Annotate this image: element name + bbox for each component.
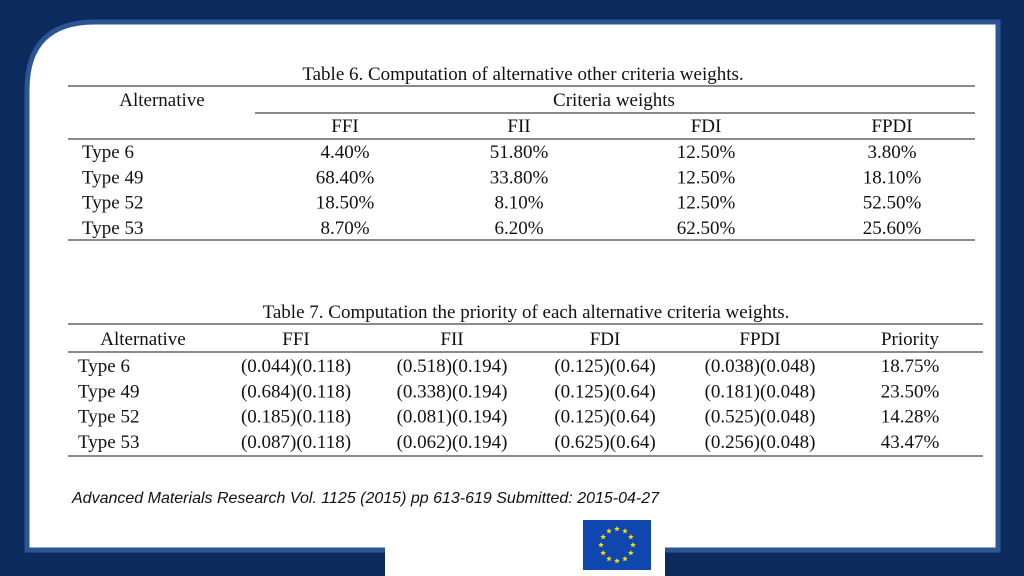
table-cell: 12.50% <box>677 193 736 214</box>
table-title: Table 7. Computation the priority of eac… <box>263 302 790 323</box>
table-cell: 18.10% <box>863 167 922 188</box>
table-cell: (0.185)(0.118) <box>241 407 351 428</box>
table-cell: (0.125)(0.64) <box>554 381 655 402</box>
table-cell: 43.47% <box>881 432 940 453</box>
table-cell: 14.28% <box>881 407 940 428</box>
flag-star <box>600 534 606 540</box>
table-cell: (0.525)(0.048) <box>705 407 816 428</box>
flag-star <box>614 558 620 564</box>
header-cell: FFI <box>282 329 309 350</box>
panel <box>24 19 1001 553</box>
table-cell: 52.50% <box>863 193 922 214</box>
flag-star <box>622 555 628 562</box>
row-label: Type 49 <box>78 381 139 402</box>
table-cell: 8.10% <box>494 193 543 214</box>
flag-star <box>600 550 606 556</box>
table-cell: 23.50% <box>881 381 940 402</box>
header-cell: Alternative <box>119 90 204 111</box>
table-cell: (0.087)(0.118) <box>241 432 351 453</box>
table-cell: 18.50% <box>316 193 375 214</box>
flag-star <box>598 542 604 548</box>
table-cell: (0.044)(0.118) <box>241 356 351 377</box>
table-cell: 12.50% <box>677 167 736 188</box>
header-cell: Priority <box>881 329 940 350</box>
table-cell: (0.081)(0.194) <box>397 407 508 428</box>
table-cell: (0.181)(0.048) <box>705 381 816 402</box>
row-label: Type 49 <box>82 167 143 188</box>
header-cell: Criteria weights <box>553 90 675 111</box>
flag-star <box>606 528 612 534</box>
table-cell: (0.684)(0.118) <box>241 381 351 402</box>
flag-stars <box>598 526 636 564</box>
table-cell: (0.625)(0.64) <box>554 432 655 453</box>
table-cell: 12.50% <box>677 142 736 163</box>
header-cell: FPDI <box>871 116 912 137</box>
row-label: Type 53 <box>78 432 139 453</box>
flag-star <box>628 550 634 556</box>
table-cell: 33.80% <box>490 167 549 188</box>
table-cell: 3.80% <box>867 142 916 163</box>
table-cell: (0.125)(0.64) <box>554 407 655 428</box>
table-cell: (0.062)(0.194) <box>397 432 508 453</box>
table-cell: 25.60% <box>863 218 922 239</box>
table-cell: 51.80% <box>490 142 549 163</box>
row-label: Type 6 <box>78 356 130 377</box>
flag-star <box>606 555 612 562</box>
row-label: Type 6 <box>82 142 134 163</box>
header-cell: Alternative <box>100 329 185 350</box>
flag-star <box>614 526 620 532</box>
table-title: Table 6. Computation of alternative othe… <box>302 64 743 85</box>
flag-star <box>630 542 636 548</box>
table-cell: (0.125)(0.64) <box>554 356 655 377</box>
table-cell: (0.338)(0.194) <box>397 381 508 402</box>
row-label: Type 52 <box>78 407 139 428</box>
table-cell: 4.40% <box>320 142 369 163</box>
header-cell: FII <box>440 329 463 350</box>
table-cell: (0.038)(0.048) <box>705 356 816 377</box>
row-label: Type 53 <box>82 218 143 239</box>
flag-star <box>628 534 634 540</box>
table-cell: 62.50% <box>677 218 736 239</box>
header-cell: FII <box>507 116 530 137</box>
content: Table 6. Computation of alternative othe… <box>68 64 983 575</box>
table-cell: 18.75% <box>881 356 940 377</box>
table-cell: 68.40% <box>316 167 375 188</box>
table-cell: (0.518)(0.194) <box>397 356 508 377</box>
header-cell: FPDI <box>739 329 780 350</box>
header-cell: FFI <box>331 116 358 137</box>
table-cell: 6.20% <box>494 218 543 239</box>
flag-star <box>622 528 628 534</box>
table-cell: (0.256)(0.048) <box>705 432 816 453</box>
row-label: Type 52 <box>82 193 143 214</box>
header-cell: FDI <box>691 116 722 137</box>
citation: Advanced Materials Research Vol. 1125 (2… <box>71 490 660 507</box>
table-cell: 8.70% <box>320 218 369 239</box>
header-cell: FDI <box>590 329 621 350</box>
